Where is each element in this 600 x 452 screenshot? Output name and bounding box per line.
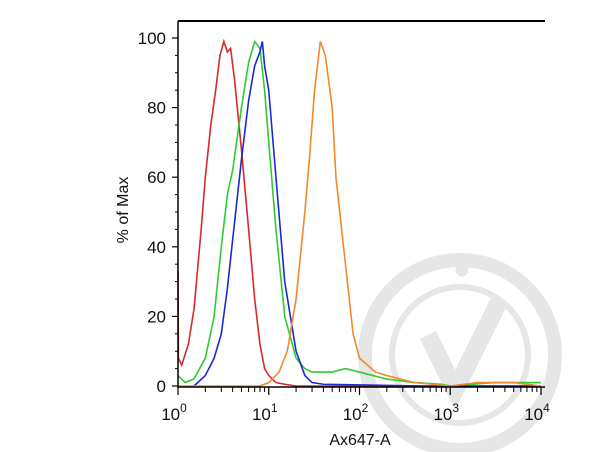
series-line-3: [178, 41, 542, 387]
x-tick-base: 10: [252, 405, 271, 424]
y-tick-label: 0: [157, 377, 166, 396]
x-tick-label: 100: [161, 401, 187, 424]
y-tick-label: 20: [147, 307, 166, 326]
y-tick-label: 60: [147, 168, 166, 187]
series-line-2: [193, 41, 541, 387]
x-tick-label: 104: [524, 401, 550, 424]
x-axis-label: Ax647-A: [329, 432, 391, 449]
x-tick-base: 10: [343, 405, 362, 424]
watermark-logo: [358, 253, 562, 452]
x-tick-exp: 2: [362, 401, 369, 415]
x-tick-exp: 1: [271, 401, 278, 415]
y-axis-label: % of Max: [115, 177, 132, 244]
x-tick-exp: 3: [452, 401, 459, 415]
x-tick-base: 10: [524, 405, 543, 424]
x-tick-base: 10: [433, 405, 452, 424]
y-tick-label: 80: [147, 99, 166, 118]
y-tick-label: 40: [147, 238, 166, 257]
x-tick-exp: 4: [543, 401, 550, 415]
x-tick-exp: 0: [180, 401, 187, 415]
x-tick-label: 101: [252, 401, 278, 424]
x-tick-label: 103: [433, 401, 459, 424]
series-line-1: [177, 39, 541, 387]
x-tick-label: 102: [343, 401, 369, 424]
y-tick-label: 100: [138, 29, 166, 48]
series-line-0: [177, 38, 541, 387]
x-tick-base: 10: [161, 405, 180, 424]
